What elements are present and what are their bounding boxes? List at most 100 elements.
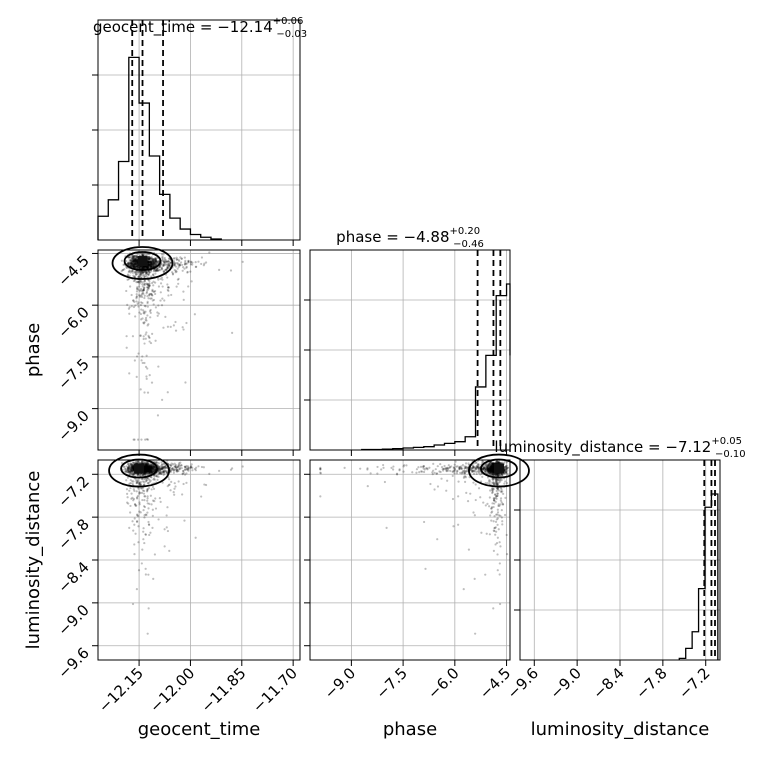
scatter-point xyxy=(187,465,190,468)
scatter-point xyxy=(131,269,134,273)
scatter-point xyxy=(171,272,175,275)
scatter-point xyxy=(153,260,156,264)
scatter-point xyxy=(141,285,144,288)
scatter-point xyxy=(154,507,158,510)
scatter-point xyxy=(488,469,492,472)
scatter-point xyxy=(175,258,178,261)
scatter-point xyxy=(186,270,189,274)
scatter-point xyxy=(130,263,133,266)
scatter-point xyxy=(506,466,509,469)
scatter-point xyxy=(492,520,495,523)
scatter-point xyxy=(472,472,476,475)
scatter-point xyxy=(160,266,163,269)
scatter-point xyxy=(135,260,138,263)
scatter-point xyxy=(131,261,134,264)
scatter-point xyxy=(133,259,136,262)
scatter-point xyxy=(154,260,158,263)
scatter-point xyxy=(405,464,408,467)
scatter-point xyxy=(494,533,497,536)
scatter-point xyxy=(139,295,142,298)
scatter-point xyxy=(133,260,137,263)
scatter-point xyxy=(151,264,154,267)
scatter-point xyxy=(150,381,154,384)
scatter-point xyxy=(193,313,196,316)
scatter-point xyxy=(137,280,140,283)
scatter-point xyxy=(200,465,204,469)
scatter-point xyxy=(498,562,501,565)
scatter-point xyxy=(484,504,487,507)
scatter-point xyxy=(197,260,200,263)
scatter-point xyxy=(140,292,144,295)
scatter-point xyxy=(496,494,499,497)
scatter-point xyxy=(154,258,157,262)
scatter-point xyxy=(142,312,145,315)
scatter-point xyxy=(133,438,136,441)
scatter-point xyxy=(458,466,461,469)
scatter-point xyxy=(157,260,160,263)
scatter-point xyxy=(167,286,170,289)
scatter-point xyxy=(157,518,160,521)
scatter-point xyxy=(482,501,485,504)
scatter-point xyxy=(153,553,156,556)
scatter-point xyxy=(486,502,489,505)
scatter-point xyxy=(185,321,188,325)
gridlines-layer xyxy=(98,20,720,660)
scatter-point xyxy=(153,261,156,264)
scatter-point xyxy=(135,375,138,378)
scatter-point xyxy=(149,260,152,263)
scatter-point xyxy=(148,373,151,377)
scatter-point xyxy=(127,262,130,265)
scatter-point xyxy=(193,467,196,471)
scatter-point xyxy=(146,283,149,286)
scatter-point xyxy=(491,462,495,466)
scatter-point xyxy=(472,511,475,514)
scatter-point xyxy=(474,498,477,502)
scatter-point xyxy=(134,265,137,268)
scatter-point xyxy=(164,263,167,266)
scatter-point xyxy=(133,263,136,267)
scatter-point xyxy=(138,482,141,485)
scatter-point xyxy=(159,264,162,267)
scatter-point xyxy=(185,265,188,268)
scatter-point xyxy=(189,466,193,469)
scatter-point xyxy=(443,464,446,468)
scatter-point xyxy=(492,549,495,552)
scatter-point xyxy=(143,516,146,519)
scatter-point xyxy=(172,471,175,474)
scatter-point xyxy=(175,257,179,261)
scatter-point xyxy=(190,463,193,466)
scatter-point xyxy=(134,259,137,262)
scatter-point xyxy=(136,494,139,498)
scatter-point xyxy=(130,497,133,500)
scatter-point xyxy=(160,304,164,307)
scatter-point xyxy=(142,289,145,292)
scatter-point xyxy=(151,273,155,277)
scatter-point xyxy=(138,311,141,314)
scatter-point xyxy=(153,258,156,261)
scatter-point xyxy=(146,300,149,303)
scatter-point xyxy=(140,487,143,490)
scatter-point xyxy=(146,295,149,298)
scatter-point xyxy=(402,470,405,473)
scatter-point xyxy=(142,267,145,270)
scatter-point xyxy=(195,265,198,268)
scatter-point xyxy=(129,262,132,265)
scatter-point xyxy=(146,367,149,370)
scatter-point xyxy=(171,271,174,274)
scatter-point xyxy=(145,265,148,268)
scatter-point xyxy=(145,375,148,378)
scatter-point xyxy=(139,272,142,275)
scatter-point xyxy=(392,468,395,471)
scatter-point xyxy=(141,289,144,293)
scatter-point xyxy=(173,465,176,468)
scatter-point xyxy=(167,260,170,263)
scatter-point xyxy=(130,261,133,265)
scatter-point xyxy=(133,523,136,526)
scatter-point xyxy=(143,275,146,279)
scatter-point xyxy=(129,486,132,490)
scatter-point xyxy=(150,261,153,264)
scatter-point xyxy=(178,264,182,267)
scatter-point xyxy=(135,264,138,267)
scatter-point xyxy=(142,252,145,256)
scatter-point xyxy=(174,269,177,272)
